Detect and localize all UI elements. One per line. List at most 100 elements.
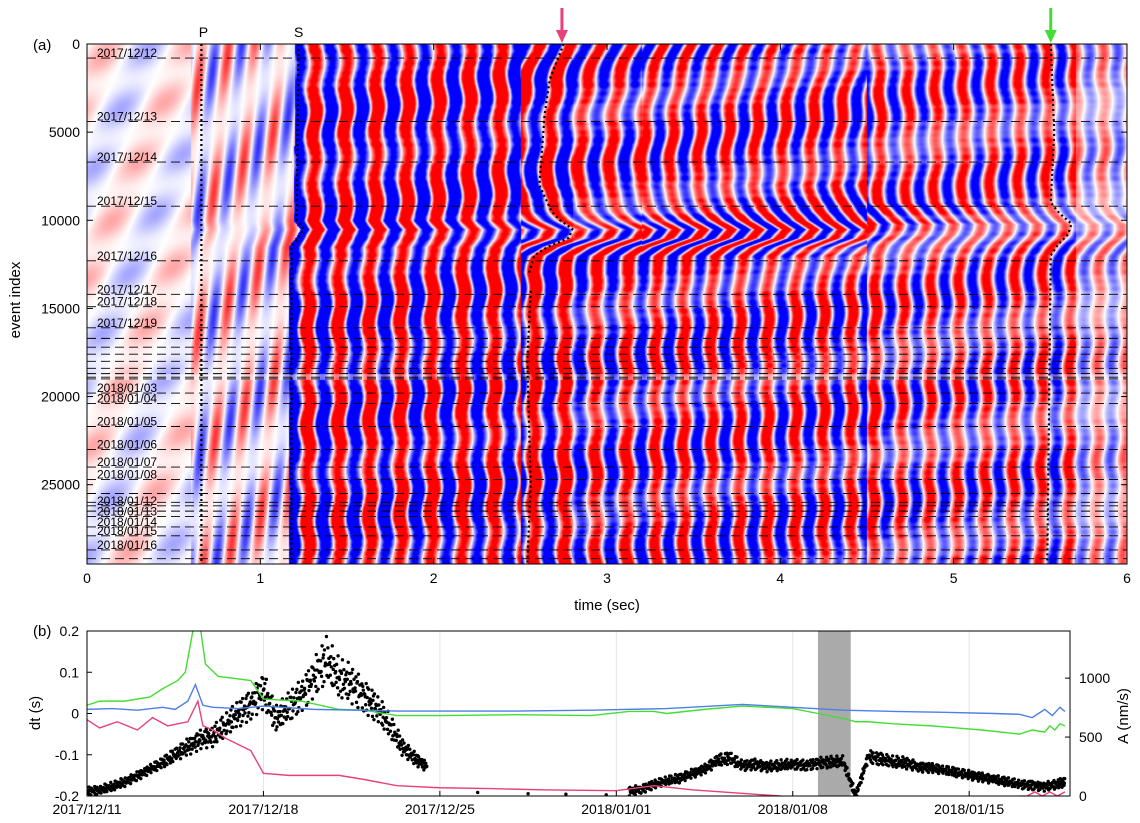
amplitude-point [1022,779,1027,783]
amplitude-point [318,659,323,663]
amplitude-point [178,757,183,761]
amplitude-point [722,756,727,760]
day-label: 2018/01/16 [97,538,157,552]
amplitude-point [228,730,233,734]
amplitude-point [377,703,381,707]
amplitude-point [310,697,315,701]
day-label: 2018/01/14 [97,515,157,529]
amplitude-point [313,668,317,672]
amplitude-point [185,737,189,741]
amplitude-point [779,758,783,762]
amplitude-point [764,760,769,765]
amplitude-point [708,764,713,768]
amplitude-point [369,701,373,705]
amplitude-point [966,768,971,773]
amplitude-point [336,693,341,697]
amplitude-point [214,737,218,741]
y-tick-label: 25000 [41,477,80,493]
amplitude-point [322,679,326,684]
amplitude-point [999,778,1004,782]
amplitude-point [286,691,290,695]
dt-series-line [87,698,1066,796]
amplitude-point [833,757,838,762]
amplitude-point [224,731,228,736]
amplitude-point [144,773,149,778]
amplitude-point [247,711,251,715]
amplitude-point [105,789,109,794]
amplitude-point [246,714,250,718]
amplitude-point [424,761,428,766]
amplitude-point [633,792,637,796]
amplitude-point [194,749,199,754]
amplitude-point [356,672,361,676]
amplitude-point [396,744,401,749]
amplitude-point [188,744,192,748]
x-tick-label: 2017/12/25 [405,801,475,817]
amplitude-point [1006,776,1011,780]
amplitude-point [716,757,721,761]
amplitude-point [341,682,346,686]
amplitude-point [397,734,402,738]
amplitude-point [699,773,703,777]
amplitude-point [244,720,249,725]
amplitude-point [134,778,139,783]
amplitude-point [237,708,241,712]
amplitude-point [336,654,340,658]
amplitude-point [340,696,344,700]
amplitude-point [332,656,336,661]
amplitude-point [250,695,254,699]
amplitude-point [258,684,263,688]
amplitude-point [213,724,217,728]
amplitude-point [382,727,386,731]
amplitude-point [366,687,371,691]
amplitude-point [965,774,969,778]
amplitude-point [209,740,213,744]
amplitude-point [411,753,415,757]
amplitude-point [244,696,248,701]
panel-b-axes: 2017/12/11 2017/12/18 2017/12/25 2018/01/01… [52,623,1110,817]
amplitude-point [304,703,309,707]
amplitude-point [270,694,274,698]
amplitude-point [192,736,197,741]
amplitude-point [187,740,191,744]
amplitude-point [366,713,370,718]
amplitude-point [894,758,898,763]
amplitude-point [755,766,759,770]
amplitude-point [881,763,885,767]
amplitude-point [306,669,311,673]
amplitude-point [233,712,238,717]
amplitude-point [815,766,819,771]
amplitude-point [666,777,671,781]
amplitude-point [275,725,279,729]
amplitude-point [992,774,996,778]
heatmap-image [87,44,1127,564]
amplitude-point [643,790,648,794]
y-tick-label: 0.1 [60,664,80,680]
amplitude-point [725,762,730,767]
amplitude-point [664,782,668,787]
amplitude-point [196,733,201,737]
x-tick-label: 2018/01/08 [758,801,828,817]
day-label: 2017/12/14 [97,150,157,164]
y-tick-label: 0.2 [60,623,80,639]
amplitude-point [876,762,881,767]
amplitude-point [947,772,951,777]
amplitude-point [250,712,254,716]
y-tick-label: 15000 [41,300,80,316]
amplitude-point [109,788,113,793]
amplitude-point [190,747,194,751]
amplitude-point [99,791,103,795]
panel-b-y-axis-label: dt (s) [27,696,44,730]
amplitude-point [920,770,925,774]
panel-a-overlays: 2017/12/12 2017/12/13 2017/12/14 2017/12/15… [87,44,1127,564]
amplitude-point [856,787,860,792]
amplitude-point [299,696,303,700]
amplitude-point [171,759,175,764]
amplitude-point [282,715,286,719]
amplitude-point [386,732,391,736]
amplitude-point [311,673,316,677]
amplitude-point [316,687,320,691]
amplitude-point [414,761,419,765]
amplitude-point [370,688,374,692]
